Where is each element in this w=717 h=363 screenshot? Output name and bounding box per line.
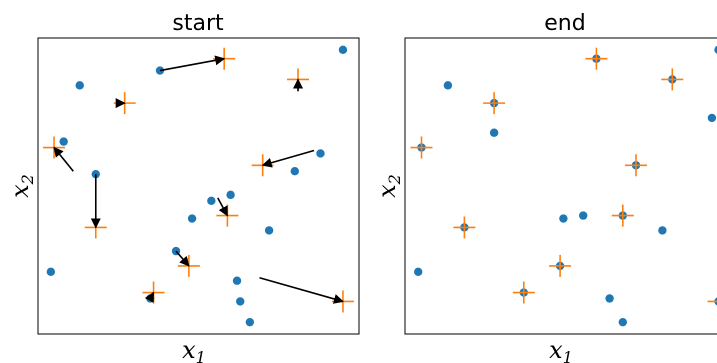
x-axis-label-start: x1: [182, 336, 206, 363]
data-point-end-5: [707, 113, 717, 123]
data-point-start-9: [226, 190, 235, 200]
y-axis-label-start: x2: [6, 174, 37, 198]
plot-area-end: [410, 45, 717, 327]
data-point-end-10: [579, 211, 588, 220]
target-marker-end-3: [410, 136, 433, 159]
target-marker-end-7: [549, 254, 572, 277]
target-marker-end-4: [625, 154, 647, 177]
data-point-end-0: [443, 81, 453, 90]
y-axis-label-end: x2: [373, 174, 404, 198]
data-point-end-1: [714, 45, 717, 54]
panel-start: start x1 x2: [6, 11, 360, 363]
target-marker-end-0: [585, 47, 608, 70]
data-point-end-13: [658, 226, 667, 235]
data-point-start-2: [338, 45, 348, 55]
data-point-end-9: [559, 214, 568, 223]
data-point-end-17: [605, 294, 614, 303]
x-axis-label-end: x1: [549, 336, 573, 363]
chart-title-end: end: [544, 11, 585, 36]
data-point-start-12: [46, 267, 56, 277]
data-point-end-18: [618, 317, 627, 327]
data-point-start-7: [290, 167, 299, 176]
displacement-arrow-7: [175, 250, 190, 267]
data-point-end-15: [414, 267, 423, 277]
data-point-start-0: [75, 81, 84, 90]
panel-end: end x1 x2: [373, 11, 717, 363]
target-marker-end-1: [483, 92, 506, 115]
axes-frame-end: [404, 37, 717, 335]
plot-area-start: [43, 45, 354, 327]
data-point-start-3: [59, 137, 68, 146]
data-point-start-16: [316, 149, 325, 158]
displacement-arrow-5: [217, 197, 229, 217]
data-point-start-14: [236, 297, 245, 306]
displacement-arrow-0: [159, 55, 226, 72]
data-point-start-8: [264, 226, 274, 235]
data-point-start-5: [187, 214, 197, 223]
axes-frame-start: [37, 37, 360, 335]
data-point-end-6: [489, 128, 499, 137]
displacement-arrow-8: [144, 291, 155, 303]
target-marker-end-9: [707, 300, 717, 303]
data-point-start-6: [207, 196, 216, 205]
chart-title-start: start: [172, 11, 224, 36]
target-marker-end-6: [453, 216, 476, 239]
target-marker-end-8: [512, 281, 535, 304]
displacement-arrow-3: [53, 146, 74, 172]
data-point-start-15: [245, 317, 255, 327]
displacement-arrow-4: [261, 149, 315, 168]
displacement-arrow-9: [259, 276, 344, 304]
data-point-start-13: [232, 276, 242, 285]
target-marker-end-5: [611, 204, 634, 227]
target-marker-end-2: [661, 68, 684, 91]
